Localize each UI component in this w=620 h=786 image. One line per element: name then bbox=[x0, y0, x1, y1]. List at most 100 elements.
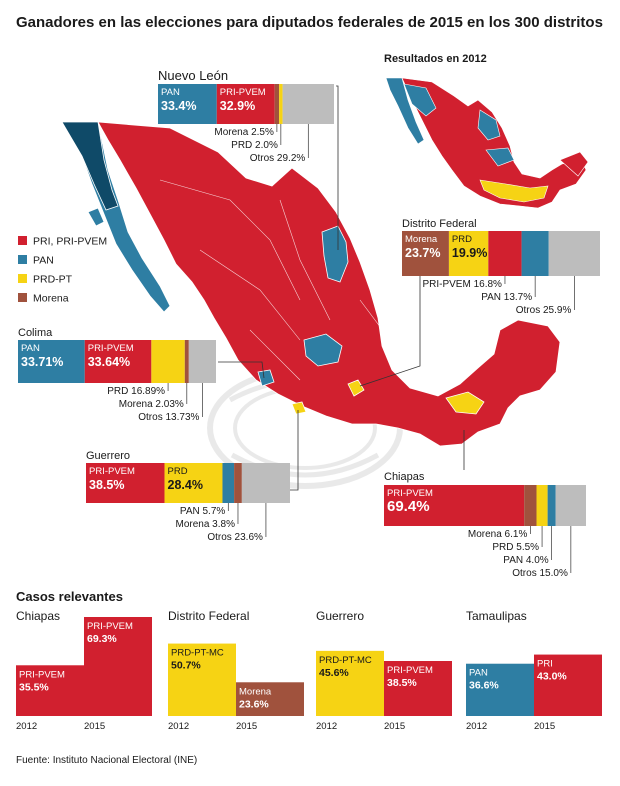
caso-bar-value: 35.5% bbox=[19, 681, 49, 693]
caso-name: Tamaulipas bbox=[466, 609, 527, 623]
caso-bar-2012 bbox=[168, 643, 236, 716]
caso-name: Distrito Federal bbox=[168, 609, 249, 623]
caso-year-label: 2012 bbox=[466, 721, 487, 732]
inset-baja bbox=[385, 77, 425, 145]
caso-year-label: 2012 bbox=[16, 721, 37, 732]
caso-bar-value: 45.6% bbox=[319, 667, 349, 679]
legend-swatch bbox=[18, 255, 27, 264]
bar-segment-prd bbox=[164, 463, 223, 503]
segment-value-label: 69.4% bbox=[387, 498, 430, 515]
bar-segment-morena bbox=[524, 485, 537, 526]
caso-year-label: 2015 bbox=[84, 721, 105, 732]
leader-guerrero bbox=[290, 410, 299, 491]
caso-bar-value: 36.6% bbox=[469, 680, 499, 692]
segment-party-label: PRD bbox=[452, 234, 472, 245]
caso-bar-2012 bbox=[16, 665, 84, 716]
caso-year-label: 2015 bbox=[384, 721, 405, 732]
caso-bar-2015 bbox=[84, 617, 152, 716]
caso-name: Guerrero bbox=[316, 609, 364, 623]
source-note: Fuente: Instituto Nacional Electoral (IN… bbox=[16, 755, 197, 766]
caso-bar-value: 69.3% bbox=[87, 633, 117, 645]
leader-distrito-federal bbox=[359, 276, 421, 387]
caso-bar-2012 bbox=[316, 650, 384, 716]
inset-pan-center bbox=[477, 109, 501, 141]
legend-label: PRI, PRI-PVEM bbox=[33, 236, 107, 248]
leader-colima bbox=[218, 361, 265, 379]
state-bar-title: Guerrero bbox=[86, 450, 130, 462]
state-bar-title: Chiapas bbox=[384, 471, 425, 483]
segment-below-label: PAN 4.0% bbox=[503, 555, 548, 566]
bar-segment-otros bbox=[188, 340, 216, 383]
map-baja-north bbox=[61, 121, 119, 211]
segment-value-label: 32.9% bbox=[220, 99, 255, 113]
map-prd-df bbox=[347, 379, 365, 397]
caso-bar-party: PRD-PT-MC bbox=[171, 648, 224, 659]
map-legend: PRI, PRI-PVEM PAN PRD-PT Morena bbox=[18, 236, 107, 305]
caso-bar-2012 bbox=[466, 663, 534, 716]
bar-segment-pri-pvem bbox=[216, 84, 275, 124]
bar-segment-pri-pvem bbox=[488, 231, 522, 276]
segment-party-label: PRD bbox=[168, 466, 188, 477]
bar-segment-morena bbox=[402, 231, 449, 276]
caso-bar-party: PRI-PVEM bbox=[87, 621, 133, 632]
bar-segment-prd bbox=[536, 485, 548, 526]
segment-value-label: 19.9% bbox=[452, 246, 487, 260]
segment-below-label: Otros 29.2% bbox=[250, 153, 306, 164]
bar-segment-morena bbox=[184, 340, 189, 383]
legend-label: PAN bbox=[33, 255, 54, 267]
caso-bar-2015 bbox=[534, 654, 602, 716]
caso-bar-value: 50.7% bbox=[171, 660, 201, 672]
bar-segment-pan bbox=[521, 231, 549, 276]
caso-bar-party: PRI bbox=[537, 659, 553, 670]
caso-bar-party: PAN bbox=[469, 668, 488, 679]
segment-party-label: PRI-PVEM bbox=[88, 343, 134, 354]
caso-year-label: 2015 bbox=[534, 721, 555, 732]
caso-year-label: 2012 bbox=[316, 721, 337, 732]
caso-bar-2015 bbox=[384, 661, 452, 716]
bar-segment-pri-pvem bbox=[84, 340, 152, 383]
segment-below-label: Morena 2.03% bbox=[119, 399, 184, 410]
main-title: Ganadores en las elecciones para diputad… bbox=[16, 14, 603, 31]
bar-segment-pan bbox=[222, 463, 235, 503]
segment-below-label: PRI-PVEM 16.8% bbox=[422, 279, 502, 290]
caso-bar-party: PRI-PVEM bbox=[19, 669, 65, 680]
caso-bar-value: 23.6% bbox=[239, 698, 269, 710]
segment-below-label: Otros 23.6% bbox=[207, 532, 263, 543]
segment-below-label: Morena 2.5% bbox=[214, 127, 274, 138]
legend-swatch bbox=[18, 274, 27, 283]
segment-below-label: Otros 15.0% bbox=[512, 568, 568, 579]
segment-value-label: 38.5% bbox=[89, 478, 124, 492]
map-pan-bajio bbox=[303, 333, 343, 367]
bar-segment-otros bbox=[555, 485, 586, 526]
legend-label: PRD-PT bbox=[33, 274, 73, 286]
segment-below-label: Morena 3.8% bbox=[175, 519, 235, 530]
state-bar-title: Nuevo León bbox=[158, 68, 228, 83]
segment-below-label: PRD 16.89% bbox=[107, 386, 165, 397]
state-bar-title: Colima bbox=[18, 327, 53, 339]
segment-below-label: PRD 5.5% bbox=[492, 542, 539, 553]
caso-bar-value: 38.5% bbox=[387, 677, 417, 689]
mexico-map bbox=[61, 121, 561, 447]
inset-mainland bbox=[401, 77, 587, 209]
segment-party-label: PRI-PVEM bbox=[89, 466, 135, 477]
segment-party-label: PRI-PVEM bbox=[387, 488, 433, 499]
segment-below-label: Otros 13.73% bbox=[138, 412, 199, 423]
caso-bar-party: PRI-PVEM bbox=[387, 665, 433, 676]
inset-pan-north bbox=[403, 83, 437, 117]
leader-lines bbox=[218, 85, 465, 491]
bar-segment-pan bbox=[547, 485, 556, 526]
legend-swatch bbox=[18, 236, 27, 245]
bar-segment-pri-pvem bbox=[86, 463, 165, 503]
inset-yucatan bbox=[559, 151, 589, 177]
segment-party-label: Morena bbox=[405, 234, 438, 245]
map-mainland bbox=[97, 121, 561, 447]
bar-segment-otros bbox=[241, 463, 290, 503]
bar-segment-otros bbox=[548, 231, 600, 276]
